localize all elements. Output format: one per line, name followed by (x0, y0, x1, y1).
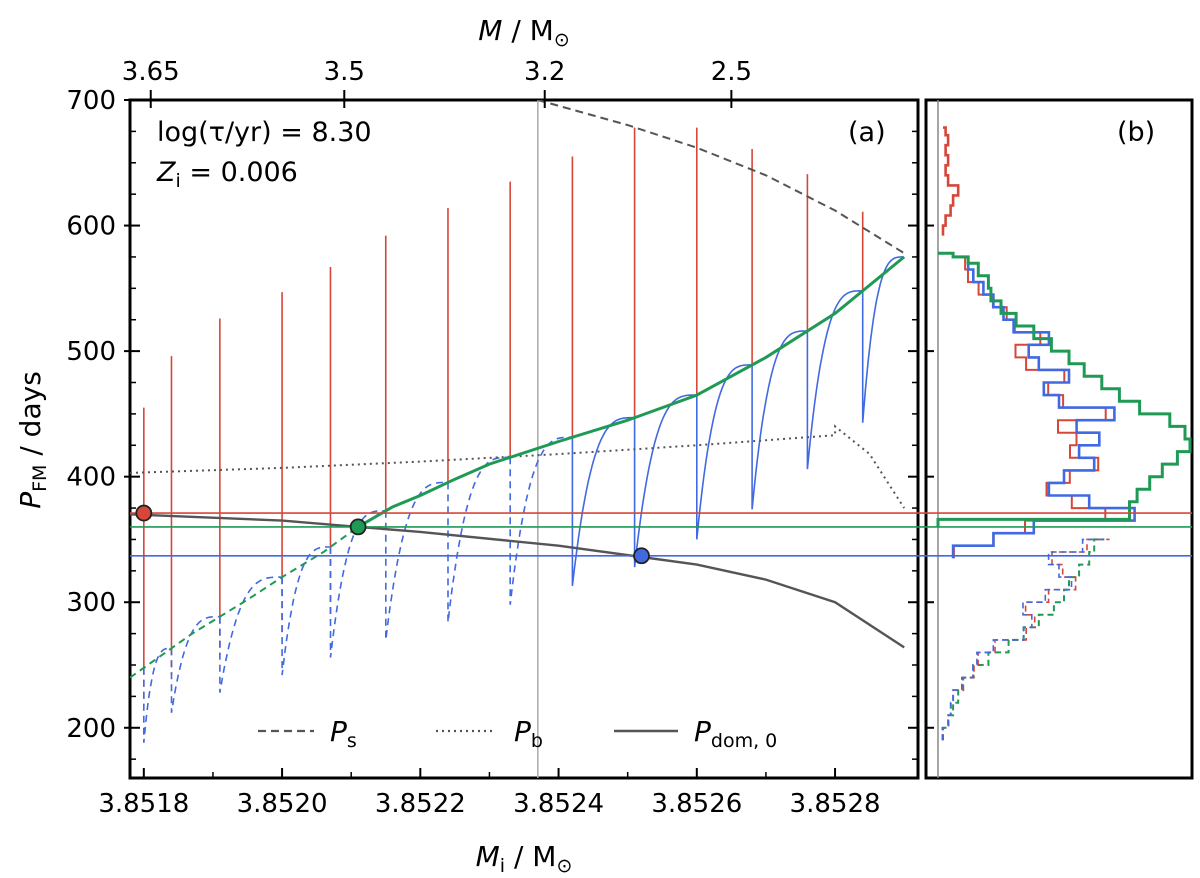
legend-pdom-label: Pdom, 0 (694, 715, 777, 752)
blue-pulse-curve (861, 256, 904, 423)
hist-red-dashed (941, 538, 1110, 741)
y-axis-title: PFM / days (14, 371, 51, 509)
blue-pulse-curve (806, 290, 862, 470)
y-tick-label: 300 (66, 588, 116, 618)
series-ps-line (537, 100, 905, 255)
series-pdom-line (130, 513, 905, 649)
blue-pulse-curve (447, 456, 509, 623)
top-tick-label: 3.5 (324, 57, 365, 87)
blue-pulse-curve (281, 546, 330, 676)
panel-b-plot-area (936, 100, 1192, 778)
y-tick-label: 600 (66, 212, 116, 242)
x-tick-label: 3.8518 (98, 789, 189, 819)
x-axis-title: Mi / M⊙ (476, 840, 573, 877)
blue-pulse-curve (633, 394, 696, 568)
legend-pb-label: Pb (514, 715, 543, 752)
y-tick-label: 400 (66, 463, 116, 493)
y-tick-label: 700 (66, 86, 116, 116)
marker-blue (633, 547, 650, 565)
legend: Ps Pb Pdom, 0 (258, 715, 777, 752)
hist-red-top (941, 126, 960, 236)
top-tick-label: 3.2 (524, 57, 565, 87)
panel-b-frame (924, 98, 1194, 780)
panel-a-label: (a) (848, 117, 886, 148)
metallicity-annotation: Zi = 0.006 (156, 157, 298, 192)
blue-pulse-curve (696, 364, 751, 540)
blue-pulse-curve (571, 416, 634, 586)
blue-pulse-curve (751, 330, 807, 510)
x-tick-label: 3.8528 (790, 789, 881, 819)
y-tick-label: 200 (66, 714, 116, 744)
blue-pulse-curve (509, 436, 572, 605)
top-tick-label: 2.5 (711, 57, 752, 87)
hist-blue-solid (951, 255, 1136, 559)
marker-green (349, 518, 367, 536)
axes-ticks: 200 300 400 500 600 700 3.8518 3.8520 3.8522 3.85… (66, 57, 934, 819)
series-pb-line (130, 424, 906, 509)
x-tick-label: 3.8524 (513, 789, 604, 819)
legend-ps-label: Ps (330, 715, 357, 752)
x-tick-label: 3.8526 (651, 789, 742, 819)
envelope-dashed (130, 526, 359, 679)
top-tick-label: 3.65 (122, 57, 180, 87)
x-tick-label: 3.8520 (237, 789, 328, 819)
blue-pulse-curve (170, 615, 219, 713)
panel-b-label: (b) (1117, 117, 1155, 148)
hist-blue-dashed (941, 538, 1105, 741)
blue-pulse-curve (143, 647, 171, 743)
age-annotation: log(τ/yr) = 8.30 (157, 117, 372, 148)
x-tick-label: 3.8522 (375, 789, 466, 819)
blue-pulse-curve (385, 481, 447, 640)
envelope-solid (357, 255, 906, 529)
hist-green-solid (936, 251, 1192, 527)
panel-a-frame (128, 98, 920, 780)
marker-red (135, 504, 153, 522)
panel-a-plot-area (130, 100, 906, 778)
blue-pulse-curve (219, 576, 281, 693)
top-axis-title: M / M⊙ (478, 14, 570, 51)
y-tick-label: 500 (66, 337, 116, 367)
